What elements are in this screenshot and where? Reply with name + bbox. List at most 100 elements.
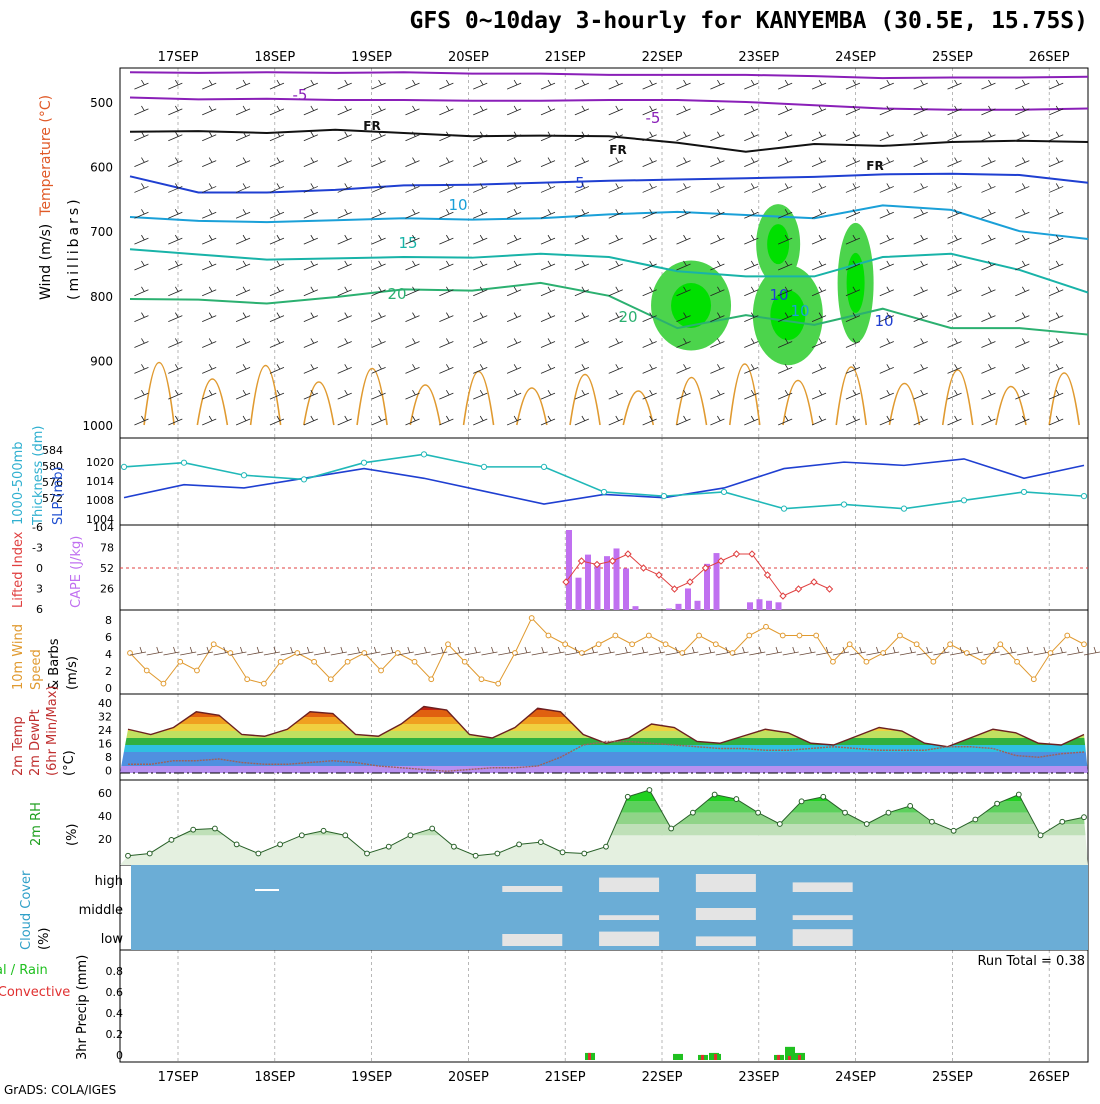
wind-barb (676, 415, 691, 426)
wind-speed-marker (495, 680, 502, 687)
wind-barb (981, 364, 996, 374)
wind-barb (134, 338, 149, 348)
lifted-index-marker (763, 571, 772, 579)
wind-barb (778, 79, 793, 90)
wind-barb (405, 389, 420, 400)
lifted-index-marker (639, 564, 648, 572)
wind-barb (540, 131, 556, 142)
wind-barb (269, 286, 285, 297)
thickness-marker (780, 505, 788, 512)
date-label-bottom: 26SEP (1029, 1070, 1070, 1085)
wind-barb (574, 131, 590, 142)
lifted-index-marker (779, 592, 787, 600)
wind-barb (879, 389, 894, 400)
wind-barb (473, 338, 488, 348)
wind-barb-10m (330, 646, 347, 656)
wind-barb (134, 105, 149, 116)
date-label-bottom: 21SEP (545, 1070, 586, 1085)
rh-marker (581, 850, 588, 857)
warm-contour (782, 379, 814, 426)
wind-speed-marker (1064, 632, 1071, 639)
lifted-index-marker (748, 550, 756, 558)
wind-barb (506, 338, 522, 348)
wind-barb (642, 183, 657, 193)
wind-barb (778, 209, 793, 219)
wind-barb (642, 286, 657, 297)
wind-barb (845, 286, 861, 297)
wind-barb (269, 105, 285, 116)
rh-marker (255, 850, 262, 857)
rh-marker (1081, 814, 1087, 821)
cloud-block-low (502, 934, 563, 946)
wind-barb (1015, 209, 1030, 219)
cloud-block-low (599, 931, 660, 946)
pressure-tick-label: 1000 (82, 419, 113, 433)
cape-bar (713, 553, 720, 610)
rh-tick-label: 20 (98, 833, 112, 846)
wind-barb (913, 260, 928, 271)
wind-barb (744, 234, 759, 245)
temp-band (120, 717, 1088, 724)
wind-barb (879, 234, 894, 245)
wind-speed-marker (696, 632, 702, 639)
wind-speed-marker (327, 676, 334, 683)
date-label-bottom: 24SEP (835, 1070, 876, 1085)
wind-barb (778, 389, 793, 400)
cloud-block-low (792, 929, 853, 946)
wind-barb (202, 209, 217, 219)
panel-pressure (119, 437, 1089, 526)
wind-barb (134, 389, 149, 400)
lifted-index-marker (810, 578, 818, 586)
temp-band (120, 710, 1088, 717)
pressure-tick-label: 600 (90, 161, 113, 175)
stability-axis-label: Lifted Index (11, 531, 26, 608)
wind-barb (744, 338, 759, 348)
lifted-index-marker (825, 585, 834, 593)
wind-barb (235, 183, 251, 193)
wind-barb (947, 312, 962, 323)
wind-barb (574, 338, 590, 348)
wind-barb (337, 286, 352, 297)
wind-barb (371, 183, 386, 193)
wind-barb (1049, 389, 1064, 400)
date-label-bottom: 25SEP (932, 1070, 973, 1085)
wind-barb (710, 338, 725, 348)
wind-barb (981, 260, 996, 271)
wind-barb (879, 105, 894, 116)
wind-barb (506, 131, 522, 142)
wind-speed-marker (578, 650, 585, 656)
contour-label: FR (609, 143, 626, 157)
wind-barb (744, 415, 759, 426)
wind-barb (168, 131, 183, 142)
wind-barb (439, 338, 454, 348)
rh-marker (733, 796, 740, 802)
wind-barb (608, 389, 623, 400)
wind-barb-10m (1050, 646, 1067, 656)
wind-barb (879, 79, 894, 90)
wind-barb (540, 234, 556, 245)
wind-barb (303, 157, 318, 167)
wind-barb (879, 157, 894, 167)
rh-marker (494, 850, 501, 857)
rh-marker (842, 809, 848, 816)
wind-barb (845, 415, 861, 426)
wind-speed-marker (997, 641, 1004, 648)
wind-barb (913, 338, 928, 348)
temp-band (120, 766, 1088, 773)
sounding-label-1: Temperature (°C) (38, 95, 54, 217)
wind-barb (371, 312, 386, 323)
wind-barb (405, 260, 420, 271)
thickness-marker (360, 459, 368, 466)
wind-barb (947, 415, 962, 426)
wind-barb (642, 79, 657, 90)
wind-barb (371, 209, 386, 219)
wind-speed-marker (394, 650, 401, 656)
slp-tick-label: 1008 (86, 494, 114, 507)
wind-barb (879, 260, 894, 271)
wind-barb (303, 260, 318, 271)
thickness-marker (660, 493, 668, 500)
wind-barb (303, 389, 318, 400)
wind-barb (1015, 131, 1030, 142)
wind-barb-10m (933, 646, 950, 656)
